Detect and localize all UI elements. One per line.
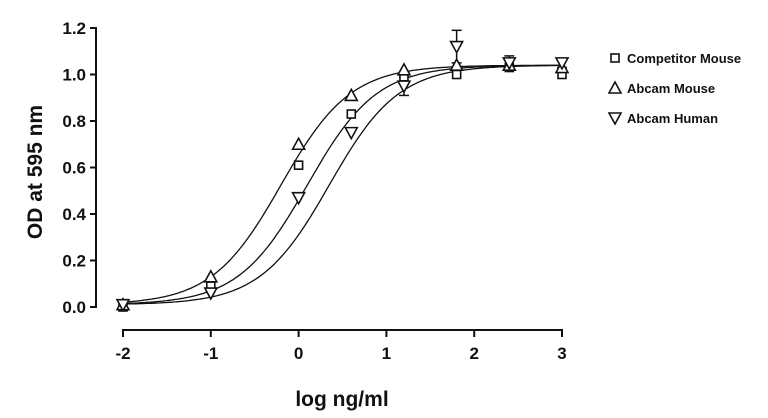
x-tick-label: -2 <box>115 344 130 363</box>
y-tick-label: 0.6 <box>62 159 86 178</box>
legend: Competitor Mouse Abcam Mouse Abcam Human <box>607 51 741 126</box>
data-point <box>449 40 464 55</box>
data-point <box>343 126 359 141</box>
legend-marker-1 <box>610 53 620 63</box>
legend-label-3: Abcam Human <box>627 111 718 126</box>
error-bars <box>398 29 567 97</box>
data-point <box>449 57 464 71</box>
fit-curve-3 <box>122 64 562 305</box>
y-tick-label: 0.0 <box>62 298 86 317</box>
legend-label-2: Abcam Mouse <box>627 81 715 96</box>
legend-label-1: Competitor Mouse <box>627 51 741 66</box>
data-point <box>291 191 306 206</box>
x-tick-label: 2 <box>469 344 478 363</box>
data-point <box>346 109 357 119</box>
data-point <box>396 62 412 76</box>
data-point <box>554 57 570 71</box>
data-point <box>501 57 517 71</box>
y-axis-title: OD at 595 nm <box>24 105 47 239</box>
data-markers <box>115 40 570 313</box>
data-point <box>396 80 412 94</box>
x-tick-label: 0 <box>294 344 303 363</box>
x-tick-label: 3 <box>557 344 566 363</box>
y-tick-label: 0.8 <box>62 112 86 131</box>
data-point <box>203 287 219 301</box>
x-tick-label: 1 <box>382 344 391 363</box>
legend-marker-2 <box>607 80 623 94</box>
y-tick-label: 0.4 <box>62 205 86 224</box>
x-tick-label: -1 <box>203 344 218 363</box>
data-point <box>291 136 306 151</box>
fit-curve-1 <box>122 64 562 305</box>
y-tick-label: 1.0 <box>62 66 86 85</box>
x-axis-title: log ng/ml <box>295 388 388 411</box>
axes <box>90 27 563 337</box>
data-point <box>451 69 462 80</box>
data-point <box>343 87 359 102</box>
data-point <box>115 298 131 313</box>
data-point <box>203 269 219 283</box>
fit-curve-2 <box>122 64 562 303</box>
y-tick-label: 1.2 <box>62 19 86 38</box>
tick-labels: 0.0 0.2 0.4 0.6 0.8 1.0 1.2 -2 -1 0 1 2 3 <box>62 19 566 363</box>
data-point <box>293 160 304 170</box>
fit-curves <box>122 64 562 305</box>
y-tick-label: 0.2 <box>62 252 86 271</box>
legend-marker-3 <box>607 112 623 126</box>
